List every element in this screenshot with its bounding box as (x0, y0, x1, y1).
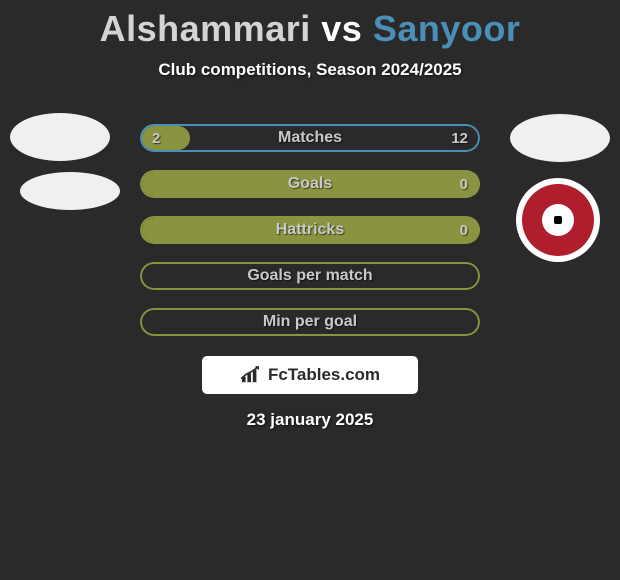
bar-label: Goals (140, 170, 480, 198)
stat-bar: Goals0 (140, 170, 480, 198)
bar-value-right: 0 (448, 170, 480, 198)
bar-label: Matches (140, 124, 480, 152)
bar-chart-icon (240, 366, 262, 384)
bar-label: Hattricks (140, 216, 480, 244)
club-badge-inner (522, 184, 594, 256)
bar-value-right: 0 (448, 216, 480, 244)
bar-value-left: 2 (140, 124, 172, 152)
snapshot-date: 23 january 2025 (0, 410, 620, 430)
player2-name: Sanyoor (373, 8, 521, 49)
comparison-title: Alshammari vs Sanyoor (0, 0, 620, 50)
site-name: FcTables.com (268, 365, 380, 385)
player1-name: Alshammari (100, 8, 311, 49)
vs-text: vs (321, 8, 362, 49)
player2-avatar (510, 114, 610, 162)
stat-bar: Min per goal (140, 308, 480, 336)
player1-club-badge (20, 172, 120, 210)
bar-label: Goals per match (140, 262, 480, 290)
site-attribution: FcTables.com (202, 356, 418, 394)
stat-bar: Goals per match (140, 262, 480, 290)
player1-avatar (10, 113, 110, 161)
stat-bar: Hattricks0 (140, 216, 480, 244)
soccer-ball-icon (542, 204, 574, 236)
stats-bars: Matches212Goals0Hattricks0Goals per matc… (140, 124, 480, 354)
bar-value-right: 12 (439, 124, 480, 152)
stat-bar: Matches2 12 (140, 124, 480, 152)
player2-club-badge (516, 178, 600, 262)
subtitle: Club competitions, Season 2024/2025 (0, 60, 620, 80)
bar-label: Min per goal (140, 308, 480, 336)
